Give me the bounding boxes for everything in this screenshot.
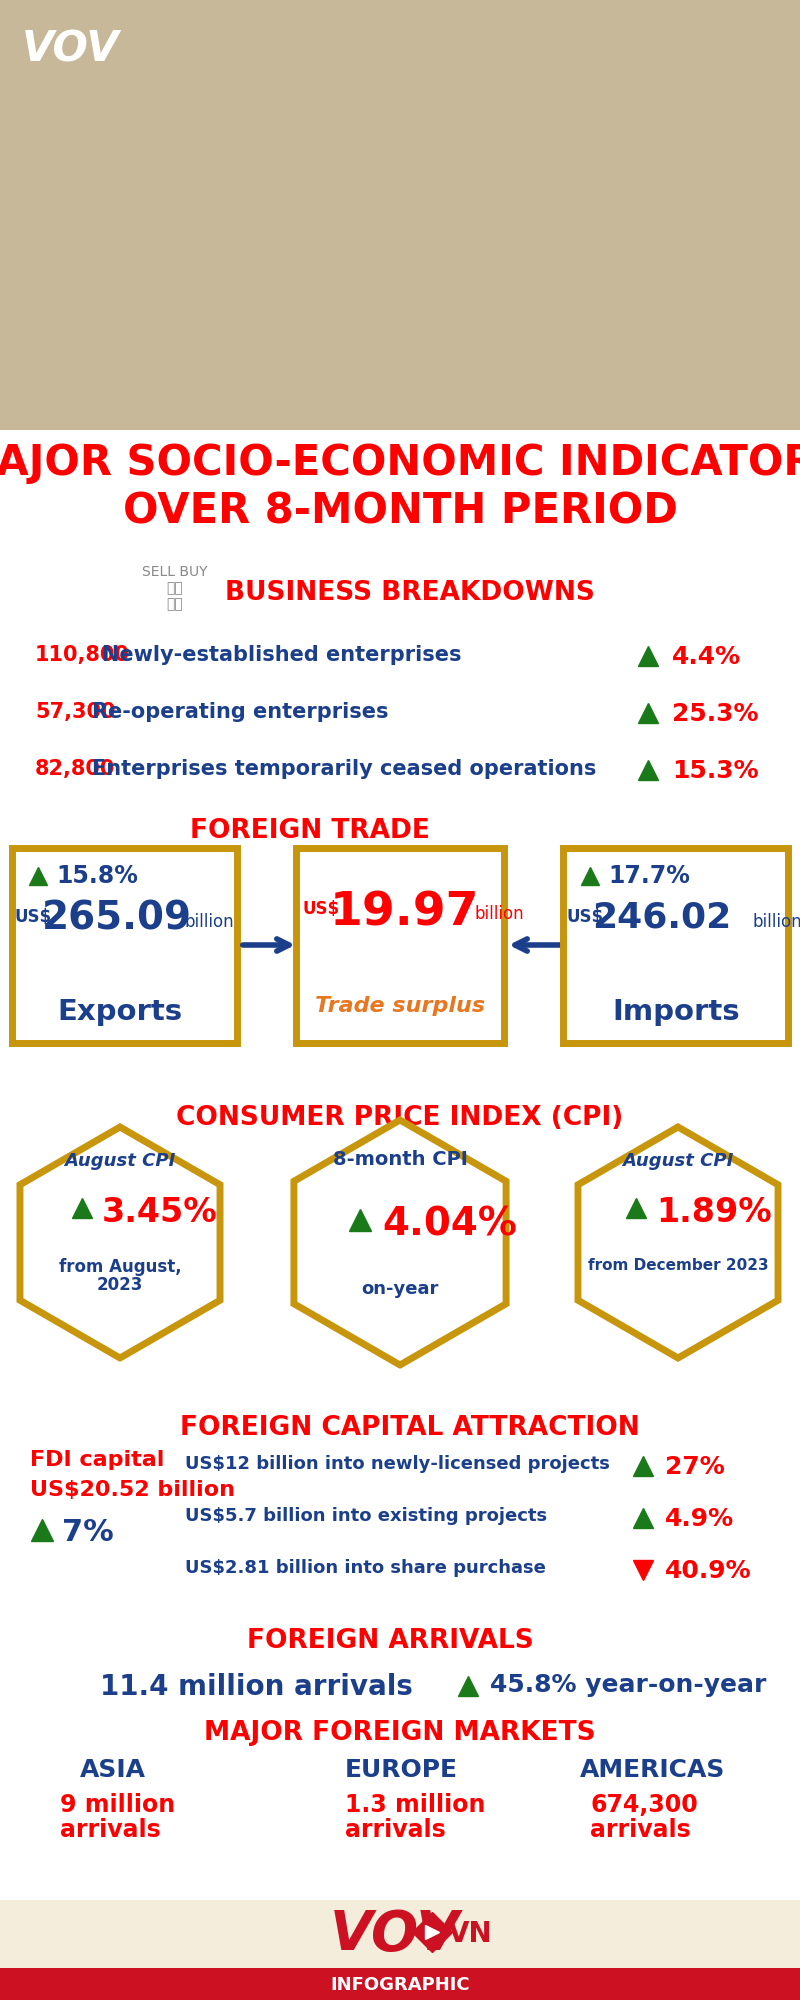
Text: FOREIGN CAPITAL ATTRACTION: FOREIGN CAPITAL ATTRACTION (180, 1416, 640, 1440)
Text: Imports: Imports (612, 998, 740, 1026)
Text: 265.09: 265.09 (42, 900, 192, 938)
Text: 82,800: 82,800 (35, 758, 115, 778)
Polygon shape (294, 1120, 506, 1364)
Text: on-year: on-year (362, 1280, 438, 1298)
Text: BUSINESS BREAKDOWNS: BUSINESS BREAKDOWNS (225, 580, 595, 606)
Text: arrivals: arrivals (345, 1818, 446, 1842)
Text: FOREIGN ARRIVALS: FOREIGN ARRIVALS (246, 1628, 534, 1654)
Text: Trade surplus: Trade surplus (315, 996, 485, 1016)
Text: US$20.52 billion: US$20.52 billion (30, 1480, 235, 1500)
Text: 1.3 million: 1.3 million (345, 1792, 486, 1816)
Text: 15.8%: 15.8% (56, 864, 138, 888)
Polygon shape (578, 1128, 778, 1358)
Text: 4.4%: 4.4% (672, 644, 741, 668)
Text: 40.9%: 40.9% (665, 1560, 752, 1584)
Text: Re-operating enterprises: Re-operating enterprises (92, 702, 389, 722)
Text: 57,300: 57,300 (35, 702, 115, 722)
Text: VOV: VOV (22, 28, 120, 70)
Text: VOV: VOV (330, 1908, 460, 1962)
FancyBboxPatch shape (0, 0, 800, 430)
Text: 7%: 7% (62, 1518, 114, 1548)
Text: from December 2023: from December 2023 (588, 1258, 768, 1274)
Text: 3.45%: 3.45% (102, 1196, 218, 1228)
Text: US$: US$ (14, 908, 51, 926)
Text: arrivals: arrivals (60, 1818, 161, 1842)
Text: billion: billion (753, 912, 800, 932)
Text: US$2.81 billion into share purchase: US$2.81 billion into share purchase (185, 1560, 546, 1576)
Text: MAJOR SOCIO-ECONOMIC INDICATORS: MAJOR SOCIO-ECONOMIC INDICATORS (0, 442, 800, 484)
Text: 246.02: 246.02 (592, 900, 731, 934)
Text: Enterprises temporarily ceased operations: Enterprises temporarily ceased operation… (92, 758, 596, 778)
Text: 17.7%: 17.7% (608, 864, 690, 888)
FancyBboxPatch shape (0, 0, 800, 430)
Text: 19.97: 19.97 (330, 890, 479, 936)
Text: CONSUMER PRICE INDEX (CPI): CONSUMER PRICE INDEX (CPI) (176, 1104, 624, 1132)
FancyBboxPatch shape (0, 1900, 800, 1996)
Text: US$5.7 billion into existing projects: US$5.7 billion into existing projects (185, 1508, 547, 1524)
Text: EUROPE: EUROPE (345, 1758, 458, 1782)
Text: 11.4 million arrivals: 11.4 million arrivals (100, 1672, 413, 1700)
Text: SELL BUY
👤👤
💰💰: SELL BUY 👤👤 💰💰 (142, 564, 208, 612)
Text: OVER 8-MONTH PERIOD: OVER 8-MONTH PERIOD (122, 490, 678, 532)
Text: 8-month CPI: 8-month CPI (333, 1150, 467, 1168)
Text: billion: billion (185, 912, 234, 932)
Text: Exports: Exports (58, 998, 182, 1026)
Polygon shape (20, 1128, 220, 1358)
Text: AMERICAS: AMERICAS (580, 1758, 726, 1782)
Text: 15.3%: 15.3% (672, 758, 758, 782)
Text: 4.04%: 4.04% (382, 1206, 517, 1244)
Text: 110,800: 110,800 (35, 644, 130, 664)
FancyBboxPatch shape (296, 848, 504, 1044)
Text: August CPI: August CPI (622, 1152, 734, 1170)
Text: 674,300: 674,300 (590, 1792, 698, 1816)
Text: MAJOR FOREIGN MARKETS: MAJOR FOREIGN MARKETS (204, 1720, 596, 1746)
Text: 27%: 27% (665, 1456, 725, 1480)
Text: 4.9%: 4.9% (665, 1508, 734, 1532)
FancyBboxPatch shape (563, 848, 788, 1044)
Text: ASIA: ASIA (80, 1758, 146, 1782)
Text: 2023: 2023 (97, 1276, 143, 1294)
Text: 1.89%: 1.89% (656, 1196, 772, 1228)
Text: US$: US$ (567, 908, 604, 926)
Text: billion: billion (475, 904, 525, 924)
FancyBboxPatch shape (0, 1968, 800, 2000)
Text: 25.3%: 25.3% (672, 702, 758, 726)
Text: FDI capital: FDI capital (30, 1450, 164, 1470)
Text: Newly-established enterprises: Newly-established enterprises (102, 644, 461, 664)
Text: FOREIGN TRADE: FOREIGN TRADE (190, 818, 430, 844)
Text: 45.8% year-on-year: 45.8% year-on-year (490, 1672, 766, 1696)
Text: INFOGRAPHIC: INFOGRAPHIC (330, 1976, 470, 1994)
Text: VN: VN (448, 1920, 493, 1948)
Text: US$12 billion into newly-licensed projects: US$12 billion into newly-licensed projec… (185, 1456, 610, 1472)
Text: August CPI: August CPI (64, 1152, 176, 1170)
Text: from August,: from August, (58, 1258, 182, 1276)
Text: arrivals: arrivals (590, 1818, 690, 1842)
FancyBboxPatch shape (12, 848, 237, 1044)
Text: US$: US$ (303, 900, 340, 918)
Text: 9 million: 9 million (60, 1792, 175, 1816)
